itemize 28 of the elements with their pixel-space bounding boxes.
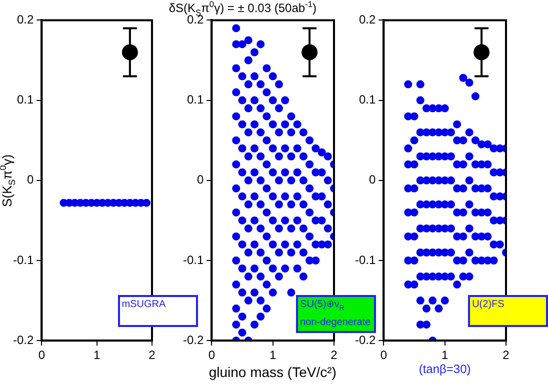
x-tick-label: 1 [93,348,100,362]
x-tick-label: 0 [38,348,46,362]
y-tick-label: 0.1 [358,92,376,107]
x-tick-label: 0 [380,348,388,362]
y-tick-label: 0.2 [16,12,34,27]
label-box: SU(5)⊕ν$_{R}$ non-degenerate [296,294,376,333]
y-tick-label: -0.1 [12,252,34,267]
x-tick-label: 2 [330,348,338,362]
y-tick-label: -0.2 [182,332,204,347]
y-tick-label: -0.2 [12,332,34,347]
y-tick-label: 0.2 [358,12,376,27]
x-tick-label: 1 [441,348,448,362]
y-tick-label: 0.1 [186,92,204,107]
y-tick-label: -0.2 [354,332,376,347]
y-tick-label: 0 [368,172,376,187]
x-tick-label: 2 [148,348,156,362]
text: (tanβ=30) [418,362,471,376]
y-tick-label: -0.1 [182,252,204,267]
y-tick-label: 0 [26,172,34,187]
label-box: U(2)FS [468,294,548,327]
x-tick-label: 0 [208,348,216,362]
y-tick-label: -0.1 [354,252,376,267]
x-tick-label: 2 [502,348,510,362]
label-box: mSUGRA [118,294,198,327]
y-tick-label: 0.1 [16,92,34,107]
x-tick-label: 1 [269,348,276,362]
y-tick-label: 0 [196,172,204,187]
x-axis-title: gluino mass (TeV/c²) [208,364,336,380]
